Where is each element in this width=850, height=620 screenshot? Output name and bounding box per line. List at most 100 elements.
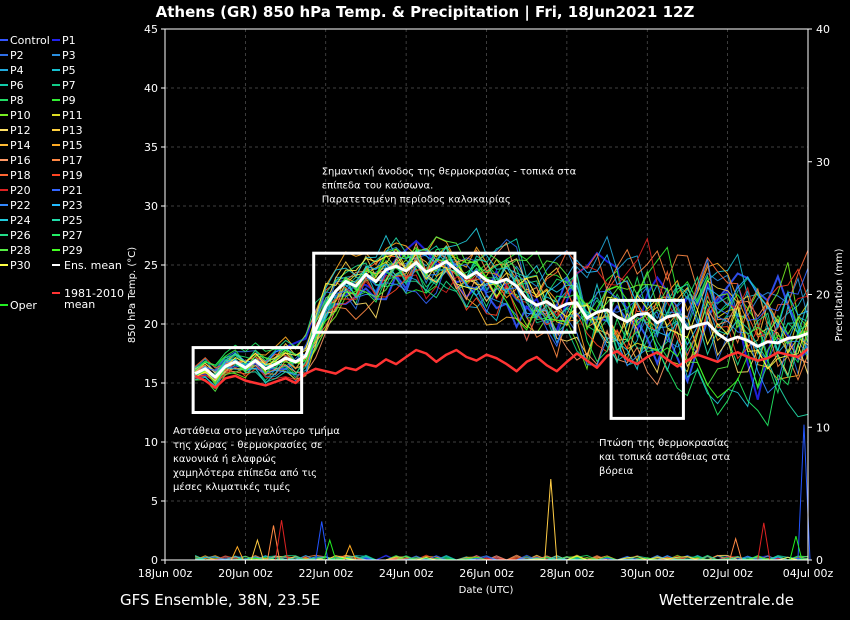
legend-label: P22 xyxy=(10,199,31,212)
annotation-line: χαμηλότερα επίπεδα από τις xyxy=(173,467,317,479)
ensemble-member-line xyxy=(194,248,809,382)
legend-label: 1981-2010 mean xyxy=(64,287,124,311)
highlight-boxes xyxy=(191,251,685,420)
precip-spike xyxy=(343,544,357,561)
legend-label: P21 xyxy=(62,184,83,197)
legend-label: P16 xyxy=(10,154,31,167)
precip-spike xyxy=(315,521,329,561)
annotation-line: κανονικά ή ελαφρώς xyxy=(173,453,276,465)
x-tick-label: 28Jun 00z xyxy=(540,567,595,580)
x-tick-label: 26Jun 00z xyxy=(459,567,514,580)
chart-title: Athens (GR) 850 hPa Temp. & Precipitatio… xyxy=(156,3,695,22)
legend-label: P13 xyxy=(62,124,83,137)
legend-label: P2 xyxy=(10,49,24,62)
legend-label: P27 xyxy=(62,229,83,242)
ensemble-member-line xyxy=(194,260,809,379)
annotation-line: και τοπικά αστάθειας στα xyxy=(599,451,731,463)
y-right-tick-label: 40 xyxy=(816,23,830,36)
x-tick-label: 24Jun 00z xyxy=(379,567,434,580)
legend-label: P6 xyxy=(10,79,24,92)
series-line xyxy=(194,260,809,379)
legend-label: P9 xyxy=(62,94,76,107)
footer-source: GFS Ensemble, 38N, 23.5E xyxy=(120,591,320,609)
precip-spike xyxy=(323,538,337,561)
legend-label: P5 xyxy=(62,64,76,77)
y-tick-label: 10 xyxy=(144,436,158,449)
footer-site: Wetterzentrale.de xyxy=(659,591,794,609)
legend-label: P23 xyxy=(62,199,83,212)
x-axis-label: Date (UTC) xyxy=(459,585,514,596)
legend-label: P26 xyxy=(10,229,31,242)
legend-label: Control xyxy=(10,34,50,47)
ensemble-member-line xyxy=(194,253,809,382)
precip-spike xyxy=(544,478,558,561)
annotation-line: Αστάθεια στο μεγαλύτερο τμήμα xyxy=(173,425,340,437)
ensemble-member-line xyxy=(194,244,809,383)
legend-label: P11 xyxy=(62,109,83,122)
precip-spike xyxy=(275,520,289,561)
annotation-line: Πτώση της θερμοκρασίας xyxy=(599,437,730,449)
legend-label: P25 xyxy=(62,214,83,227)
legend-label: Oper xyxy=(10,299,37,312)
precip-spike xyxy=(230,545,244,561)
precip-spike xyxy=(250,538,264,561)
legend: Control P1 P2 P3 P4 P5 P6 P7 P8 P9 P10 P11 P12 P13 P14… xyxy=(0,34,124,312)
precip-spike xyxy=(729,536,743,561)
x-tick-label: 22Jun 00z xyxy=(299,567,354,580)
y-tick-label: 5 xyxy=(151,495,158,508)
highlight-box xyxy=(312,251,577,334)
y-right-tick-label: 20 xyxy=(816,289,830,302)
legend-label-line: 1981-2010 xyxy=(64,287,124,300)
x-tick-label: 30Jun 00z xyxy=(620,567,675,580)
y-right-tick-label: 10 xyxy=(816,421,830,434)
annotation-line: βόρεια xyxy=(599,465,634,477)
annotation-line: επίπεδα του καύσωνα. xyxy=(322,180,434,192)
legend-label: P3 xyxy=(62,49,76,62)
legend-label: P8 xyxy=(10,94,24,107)
ensemble-members xyxy=(194,227,809,427)
legend-label: P28 xyxy=(10,244,31,257)
annotation-text: Σημαντική άνοδος της θερμοκρασίας - τοπι… xyxy=(322,166,577,206)
x-tick-label: 04Jul 00z xyxy=(783,567,834,580)
legend-label: P12 xyxy=(10,124,31,137)
legend-label: P14 xyxy=(10,139,31,152)
series-lines xyxy=(194,260,809,389)
annotation-line: μέσες κλιματικές τιμές xyxy=(173,481,291,493)
x-tick-label: 18Jun 00z xyxy=(138,567,193,580)
legend-label: P24 xyxy=(10,214,31,227)
series-line xyxy=(194,347,809,389)
annotation-line: της χώρας - θερμοκρασίες σε xyxy=(173,439,322,451)
y-tick-label: 45 xyxy=(144,23,158,36)
y-right-tick-label: 30 xyxy=(816,156,830,169)
ensemble-member-line xyxy=(194,246,809,399)
highlight-box xyxy=(191,346,304,415)
annotation-line: Σημαντική άνοδος της θερμοκρασίας - τοπι… xyxy=(322,166,577,178)
legend-label: P20 xyxy=(10,184,31,197)
ensemble-member-line xyxy=(194,237,809,381)
y-tick-label: 0 xyxy=(151,554,158,567)
precip-spike xyxy=(789,535,803,561)
y-tick-label: 25 xyxy=(144,259,158,272)
annotation-text: Αστάθεια στο μεγαλύτερο τμήμα της χώρας -… xyxy=(173,425,340,493)
y-axis-label-right: Precipitation (mm) xyxy=(834,248,845,341)
annotations: Αστάθεια στο μεγαλύτερο τμήμα της χώρας -… xyxy=(173,166,731,494)
legend-label-line: mean xyxy=(64,298,95,311)
annotation-line: Παρατεταμένη περίοδος καλοκαιρίας xyxy=(322,194,511,206)
x-tick-label: 02Jul 00z xyxy=(702,567,753,580)
legend-label: P17 xyxy=(62,154,83,167)
legend-label: P15 xyxy=(62,139,83,152)
legend-label: P4 xyxy=(10,64,24,77)
legend-label: P1 xyxy=(62,34,76,47)
y-axis-label-left: 850 hPa Temp. (°C) xyxy=(127,247,138,343)
ensemble-member-line xyxy=(194,251,809,394)
annotation-text: Πτώση της θερμοκρασίας και τοπικά αστάθει… xyxy=(599,437,731,477)
legend-label: P18 xyxy=(10,169,31,182)
precip-spike xyxy=(757,522,771,561)
legend-label: Ens. mean xyxy=(64,259,122,272)
legend-label: P10 xyxy=(10,109,31,122)
highlight-box xyxy=(609,298,685,420)
y-tick-label: 40 xyxy=(144,82,158,95)
y-tick-label: 30 xyxy=(144,200,158,213)
legend-label: P7 xyxy=(62,79,76,92)
